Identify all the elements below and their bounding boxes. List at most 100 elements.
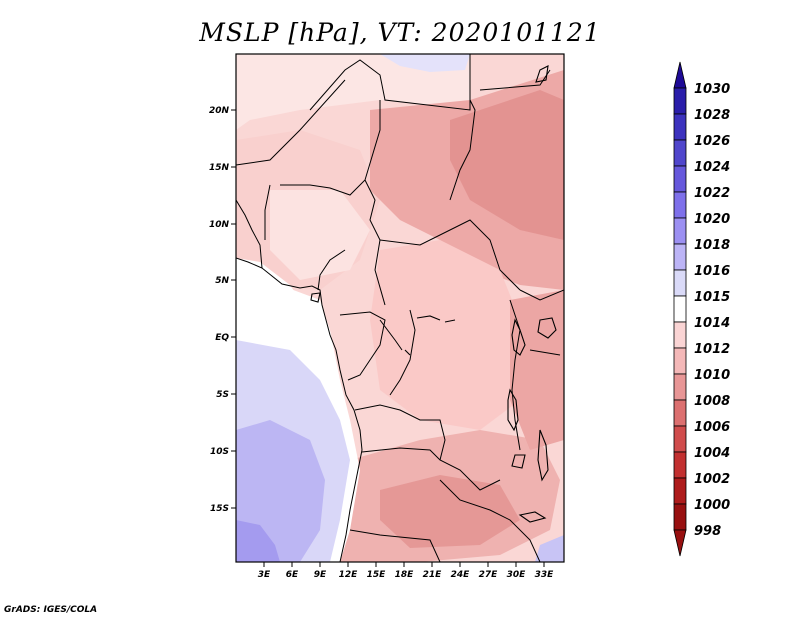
colorbar-level-label: 1006 [694,420,730,435]
colorbar-top-arrow [673,61,687,89]
lat-tick-15s: 15S [210,504,236,514]
colorbar-level-label: 1010 [694,368,730,383]
colorbar-level-label: 1014 [694,316,730,331]
lat-tick-5s: 5S [216,390,236,400]
lake-malawi [537,429,549,482]
lake-tanganyika [507,388,519,432]
lat-tick-label: 5N [215,276,229,286]
congo-river-1 [416,315,441,321]
lakes [310,65,557,523]
coast-west [236,199,263,269]
kenya-border [529,349,561,356]
colorbar-bottom-arrow [673,529,687,557]
colorbar-level-label: 1024 [694,160,730,175]
lat-tick-20n: 20N [209,106,236,116]
benin-border [264,184,271,240]
great-lakes-region [510,290,564,450]
nigeria-cameroon-border [317,249,346,291]
lon-tick-label-3e: 3E [258,570,271,580]
atlantic-coastline [236,257,363,562]
colorbar-level-label: 1000 [694,498,730,513]
lat-tick-label: EQ [215,333,229,343]
lon-tick-label-18e: 18E [395,570,415,580]
latitude-axis: 20N 15N 10N 5N EQ 5S 10S 15S [209,106,236,514]
colorbar-level-label: 1020 [694,212,730,227]
east-africa-deep-low [450,90,564,240]
colorbar-swatch [673,243,687,271]
pressure-field [236,54,564,562]
congo-river-2 [444,319,456,323]
lon-tick-label-30e: 30E [507,570,527,580]
congo-basin-region [370,240,520,430]
colorbar-level-label: 1030 [694,82,730,97]
colorbar: 1030 1028 1026 1024 1022 1020 1018 1016 1015 1014… [673,61,730,557]
lon-tick-label-12e: 12E [339,570,359,580]
lake-kariba [518,511,547,523]
colorbar-level-label: 1004 [694,446,730,461]
colorbar-level-label: 1028 [694,108,730,123]
lat-tick-label: 20N [209,106,230,116]
lake-albert [511,318,526,356]
lake-nasser [535,65,549,83]
namibia-border [349,529,441,562]
colorbar-swatch [673,373,687,401]
lat-tick-label: 5S [216,390,229,400]
kalahari-deep-low [380,475,520,548]
lon-tick-label-27e: 27E [479,570,499,580]
lon-tick-label-24e: 24E [451,570,471,580]
lon-tick-label-9e: 9E [314,570,327,580]
sahel-border-2 [280,100,381,196]
south-east-high-corner [535,535,564,562]
longitude-axis: 3E 6E 9E 12E 15E 18E 21E 24E 27E 30E 33E [258,562,554,580]
gabon-border [339,311,386,381]
west-africa-light-band [270,190,370,280]
colorbar-swatch [673,477,687,505]
north-high-pressure-sliver [380,54,470,72]
lake-victoria [537,317,557,339]
colorbar-level-label: 1008 [694,394,730,409]
colorbar-level-label: 1016 [694,264,730,279]
uganda-border [519,289,564,301]
colorbar-swatch [673,503,687,531]
ocean-deep-high [236,520,280,562]
lake-volta [310,292,321,303]
lat-tick-label: 10N [209,220,230,230]
colorbar-level-label: 1012 [694,342,730,357]
lake-mweru [511,454,526,469]
zimbabwe-border [439,479,541,562]
colorbar-swatch [673,217,687,245]
lat-tick-label: 15N [209,163,230,173]
lon-tick-label-21e: 21E [423,570,443,580]
sahel-border-1 [236,79,346,166]
gulf-of-guinea-neutral [236,258,300,310]
grads-credit: GrADS: IGES/COLA [4,605,98,615]
lon-tick-label-6e: 6E [286,570,299,580]
colorbar-swatch [673,113,687,141]
colorbar-swatch [673,87,687,115]
lat-tick-5n: 5N [215,276,236,286]
lat-tick-10n: 10N [209,220,236,230]
lat-tick-label: 15S [210,504,229,514]
car-border [379,219,521,291]
colorbar-swatch [673,139,687,167]
colorbar-level-label: 1022 [694,186,730,201]
lat-tick-10s: 10S [210,447,236,457]
map-frame [235,53,565,563]
lon-tick-label-33e: 33E [535,570,555,580]
angola-border [354,404,446,461]
colorbar-level-label: 998 [694,524,721,539]
colorbar-swatch [673,269,687,297]
inner-border [379,319,403,351]
colorbar-swatch [673,451,687,479]
chad-border [364,179,386,306]
sudan-border [449,99,476,201]
map-title: MSLP [hPa], VT: 2020101121 [199,18,601,47]
north-border [309,54,471,111]
colorbar-swatch [673,399,687,427]
colorbar-swatch [673,191,687,219]
colorbar-level-label: 1015 [694,290,730,305]
sahara-light-region [236,54,470,130]
lon-tick-label-15e: 15E [367,570,387,580]
congo-river-3 [404,349,411,356]
